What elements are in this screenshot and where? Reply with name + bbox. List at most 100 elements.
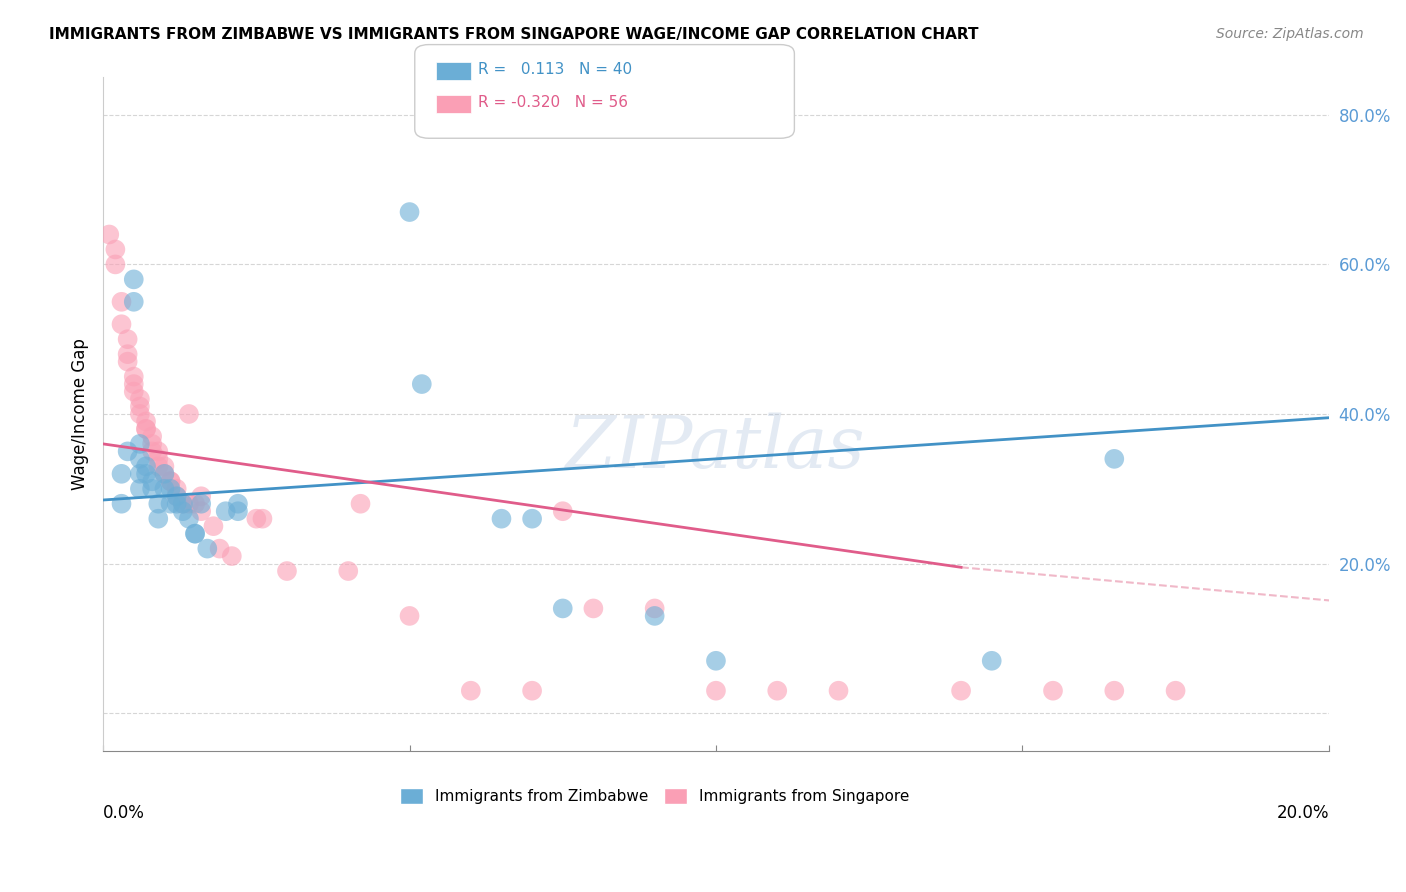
Point [520, 683, 543, 698]
Point [215, 504, 238, 518]
Point [104, 243, 127, 257]
Text: ZIPatlas: ZIPatlas [567, 412, 866, 483]
Point [172, 497, 194, 511]
Point [166, 482, 188, 496]
Point [159, 497, 181, 511]
Point [252, 511, 274, 525]
Point [766, 683, 789, 698]
Point [190, 489, 212, 503]
Point [172, 504, 194, 518]
Point [177, 497, 200, 511]
Point [141, 444, 163, 458]
Point [551, 601, 574, 615]
Point [117, 354, 139, 368]
Point [122, 294, 145, 309]
Point [166, 489, 188, 503]
Point [950, 683, 973, 698]
Point [159, 482, 181, 496]
Point [141, 429, 163, 443]
Point [177, 511, 200, 525]
Point [117, 332, 139, 346]
Point [202, 519, 225, 533]
Point [153, 482, 176, 496]
Point [190, 497, 212, 511]
Point [582, 601, 605, 615]
Point [159, 475, 181, 489]
Point [172, 497, 194, 511]
Point [148, 459, 170, 474]
Point [141, 437, 163, 451]
Legend: Immigrants from Zimbabwe, Immigrants from Singapore: Immigrants from Zimbabwe, Immigrants fro… [394, 782, 915, 810]
Point [129, 437, 152, 451]
Point [129, 400, 152, 414]
Point [122, 377, 145, 392]
Point [195, 541, 218, 556]
Point [135, 467, 157, 481]
Point [1104, 683, 1126, 698]
Text: R = -0.320   N = 56: R = -0.320 N = 56 [478, 95, 628, 110]
Point [153, 467, 176, 481]
Point [141, 482, 163, 496]
Text: R =   0.113   N = 40: R = 0.113 N = 40 [478, 62, 633, 77]
Point [337, 564, 360, 578]
Y-axis label: Wage/Income Gap: Wage/Income Gap [72, 338, 89, 490]
Point [980, 654, 1002, 668]
Point [491, 511, 513, 525]
Point [1164, 683, 1187, 698]
Point [129, 467, 152, 481]
Point [226, 497, 249, 511]
Point [704, 654, 727, 668]
Point [110, 294, 132, 309]
Point [166, 489, 188, 503]
Point [644, 601, 666, 615]
Point [148, 511, 170, 525]
Point [208, 541, 231, 556]
Point [411, 377, 433, 392]
Point [129, 451, 152, 466]
Point [184, 526, 207, 541]
Point [110, 317, 132, 331]
Point [110, 467, 132, 481]
Point [122, 369, 145, 384]
Point [117, 347, 139, 361]
Point [110, 497, 132, 511]
Point [135, 422, 157, 436]
Point [135, 422, 157, 436]
Point [122, 384, 145, 399]
Point [129, 407, 152, 421]
Point [184, 497, 207, 511]
Point [184, 526, 207, 541]
Point [135, 459, 157, 474]
Point [122, 272, 145, 286]
Point [190, 504, 212, 518]
Point [551, 504, 574, 518]
Text: 20.0%: 20.0% [1277, 805, 1329, 822]
Point [135, 414, 157, 428]
Point [129, 482, 152, 496]
Point [245, 511, 267, 525]
Point [148, 444, 170, 458]
Point [398, 608, 420, 623]
Point [117, 444, 139, 458]
Point [148, 497, 170, 511]
Point [221, 549, 243, 563]
Point [159, 475, 181, 489]
Point [276, 564, 298, 578]
Point [460, 683, 482, 698]
Text: 0.0%: 0.0% [103, 805, 145, 822]
Point [153, 459, 176, 474]
Point [1104, 451, 1126, 466]
Point [1042, 683, 1064, 698]
Point [226, 504, 249, 518]
Point [104, 257, 127, 271]
Text: Source: ZipAtlas.com: Source: ZipAtlas.com [1216, 27, 1364, 41]
Point [141, 475, 163, 489]
Point [129, 392, 152, 406]
Point [148, 451, 170, 466]
Text: IMMIGRANTS FROM ZIMBABWE VS IMMIGRANTS FROM SINGAPORE WAGE/INCOME GAP CORRELATIO: IMMIGRANTS FROM ZIMBABWE VS IMMIGRANTS F… [49, 27, 979, 42]
Point [166, 497, 188, 511]
Point [827, 683, 849, 698]
Point [98, 227, 121, 242]
Point [177, 407, 200, 421]
Point [398, 205, 420, 219]
